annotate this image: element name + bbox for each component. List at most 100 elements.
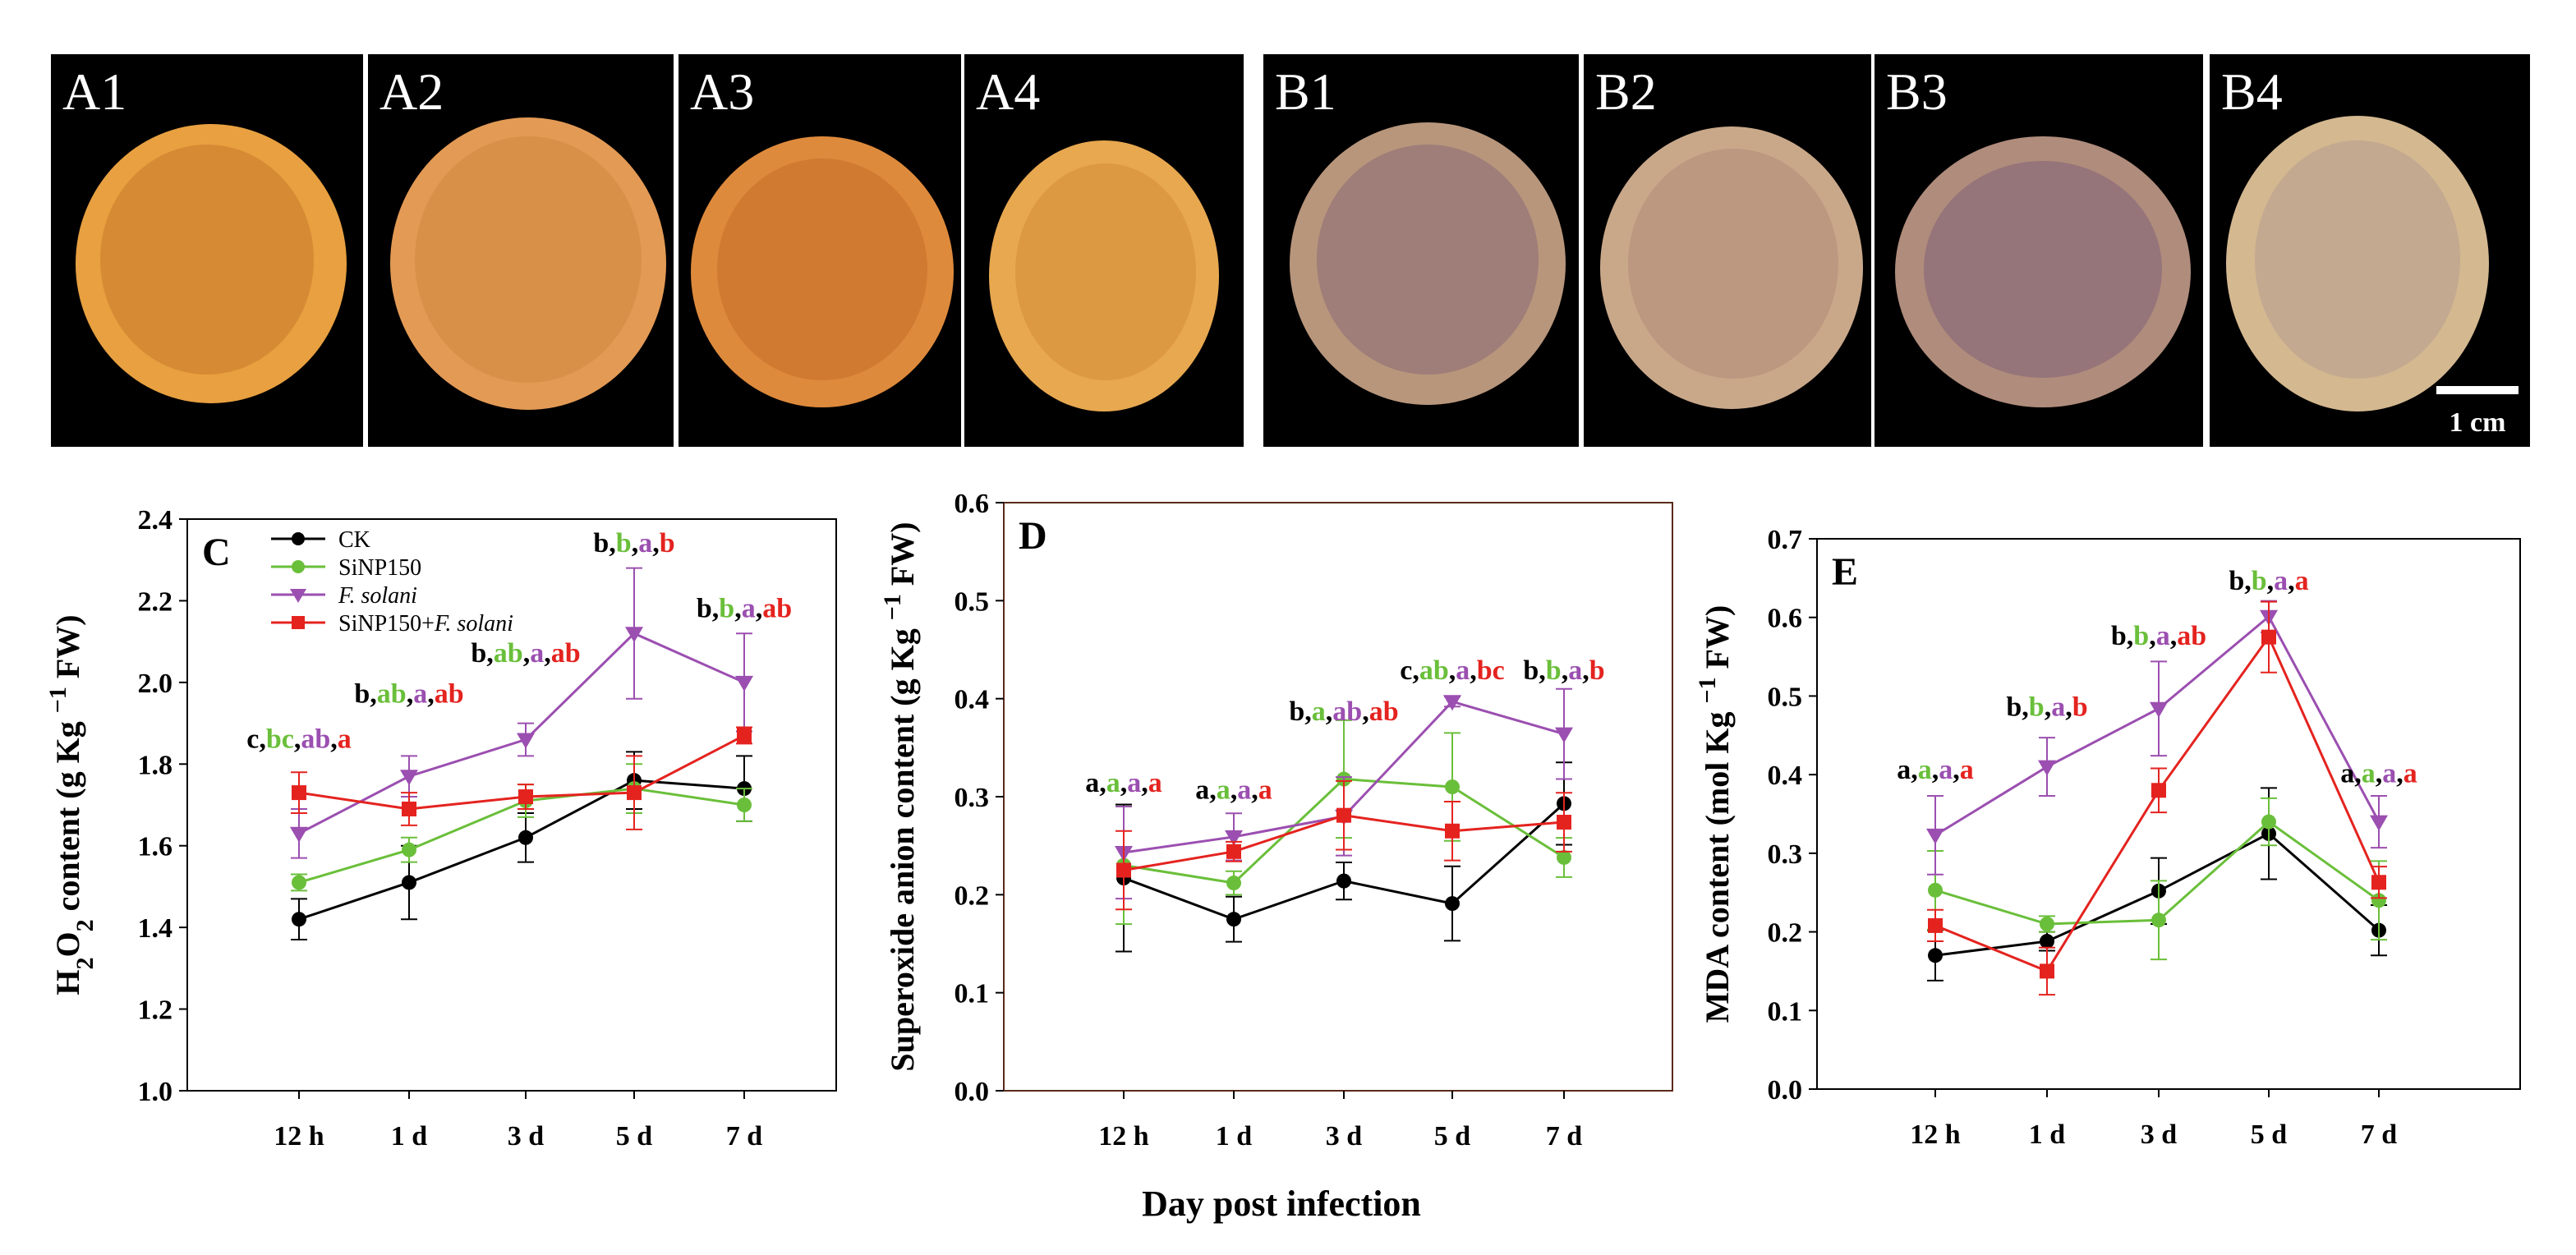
photo-label: B4 [2221, 62, 2283, 121]
legend-marker [292, 532, 305, 545]
legend-label: SiNP150 [338, 555, 421, 581]
data-point [292, 875, 306, 890]
y-tick-label: 0.1 [954, 979, 990, 1009]
significance-letters: b,b,a,b [1523, 655, 1604, 686]
data-point [1336, 807, 1351, 823]
x-tick-label: 7 d [726, 1121, 763, 1152]
photo-a1: A1 [51, 54, 363, 447]
data-point [402, 842, 416, 857]
data-point [1226, 876, 1241, 891]
data-point [2370, 815, 2388, 831]
panel-d: 0.0 0.1 0.2 0.3 0.4 0.5 0.6 12 h 1 d 3 d 5 d 7 d D Su… [879, 489, 1673, 1152]
data-point [518, 830, 533, 845]
significance-letters: b,b,a,ab [697, 593, 792, 623]
data-point [517, 733, 535, 749]
scale-bar-label: 1 cm [2449, 407, 2506, 438]
x-tick-label: 12 h [274, 1121, 324, 1152]
x-tick-label: 12 h [1910, 1119, 1961, 1150]
y-tick-label: 0.6 [1768, 604, 1803, 634]
tuber-slice-image [2226, 116, 2489, 411]
y-tick-label: 0.2 [1768, 918, 1803, 949]
y-axis-title: H2O2 content (g Kg −1 FW) [44, 614, 99, 995]
significance-letters: b,b,a,b [593, 528, 674, 559]
data-point [737, 728, 752, 743]
data-point [292, 912, 306, 927]
y-tick-label: 0.1 [1768, 996, 1803, 1027]
significance-letters: b,b,a,b [2006, 692, 2087, 722]
x-tick-label: 1 d [391, 1121, 428, 1152]
x-tick-label: 7 d [2361, 1119, 2398, 1150]
y-tick-label: 1.0 [138, 1077, 173, 1107]
significance-letters: a,a,a,a [1195, 775, 1272, 805]
data-point [1926, 828, 1944, 844]
panel-letter: D [1019, 514, 1047, 558]
data-point [2040, 963, 2054, 979]
legend-marker [290, 589, 306, 603]
data-point [735, 675, 753, 692]
legend-label: CK [338, 527, 370, 553]
photo-label: A4 [976, 62, 1041, 121]
photo-a3: A3 [678, 54, 961, 447]
significance-letters: b,b,a,a [2229, 566, 2308, 596]
y-tick-label: 0.0 [1768, 1075, 1803, 1106]
y-tick-label: 0.7 [1768, 525, 1803, 555]
data-point [1226, 912, 1241, 927]
legend-label: F. solani [338, 583, 417, 609]
series-sinp150-f-solani [291, 726, 752, 830]
y-tick-label: 1.6 [138, 832, 173, 862]
tuber-slice-image [1290, 122, 1566, 405]
data-point [2371, 893, 2386, 908]
tuber-slice-image [76, 124, 347, 403]
x-tick-label: 5 d [2251, 1119, 2288, 1150]
data-point [2150, 701, 2168, 718]
data-point [1116, 862, 1131, 878]
significance-letters: b,ab,a,ab [471, 638, 580, 669]
y-tick-label: 0.4 [1768, 761, 1803, 791]
photo-label: A2 [380, 62, 444, 121]
data-point [2038, 760, 2056, 776]
data-point [2371, 875, 2386, 890]
series-sinp150 [1927, 797, 2387, 961]
y-tick-label: 0.3 [954, 783, 990, 813]
data-point [1443, 695, 1461, 711]
data-point [402, 875, 416, 890]
data-point [402, 801, 416, 816]
y-tick-label: 0.2 [954, 880, 990, 911]
data-point [1557, 815, 1571, 830]
tuber-slice-image [1600, 126, 1863, 409]
x-tick-label: 3 d [1326, 1121, 1363, 1152]
series-sinp150-f-solani [1927, 600, 2387, 996]
y-tick-label: 1.8 [138, 750, 173, 780]
significance-letters: b,b,a,ab [2111, 621, 2206, 651]
data-point [1928, 917, 1943, 933]
data-point [2040, 917, 2054, 931]
chart-area: 1.0 1.2 1.4 1.6 1.8 2.0 2.2 2.4 12 h 1 d 3 d 5 d 7 d… [44, 489, 2521, 1152]
panel-e: 0.0 0.1 0.2 0.3 0.4 0.5 0.6 0.7 12 h 1 d 3 d 5 d 7 d… [1694, 525, 2521, 1150]
significance-letters: b,ab,a,ab [354, 679, 463, 710]
data-point [1445, 896, 1460, 912]
legend-label: SiNP150+F. solani [338, 611, 513, 637]
panel-letter: E [1832, 550, 1858, 594]
x-tick-label: 3 d [508, 1121, 545, 1152]
legend-marker [292, 616, 305, 629]
significance-letters: a,a,a,a [2340, 759, 2417, 789]
x-tick-label: 1 d [2029, 1119, 2066, 1150]
data-point [1445, 779, 1460, 795]
data-point [2261, 814, 2276, 830]
photo-label: B3 [1886, 62, 1948, 121]
tuber-slice-image [390, 117, 666, 410]
data-point [1336, 873, 1351, 889]
data-point [1225, 830, 1243, 846]
data-point [2040, 934, 2054, 949]
data-point [625, 627, 643, 643]
y-tick-label: 1.4 [138, 913, 173, 944]
y-axis-title: Superoxide anion content (g Kg −1 FW) [879, 522, 922, 1071]
data-point [2261, 629, 2276, 645]
significance-letters: c,bc,ab,a [246, 724, 352, 754]
x-tick-label: 7 d [1546, 1121, 1583, 1152]
panel-c: 1.0 1.2 1.4 1.6 1.8 2.0 2.2 2.4 12 h 1 d 3 d 5 d 7 d… [44, 505, 837, 1152]
y-tick-label: 0.3 [1768, 839, 1803, 870]
y-tick-label: 0.5 [954, 586, 990, 617]
y-tick-label: 0.5 [1768, 682, 1803, 712]
